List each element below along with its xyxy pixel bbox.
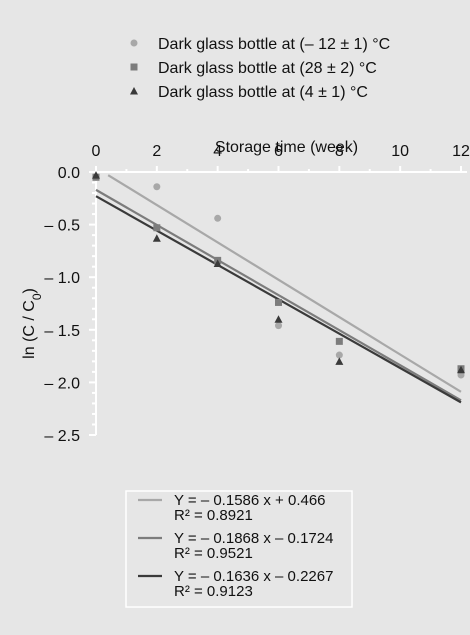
x-tick-label: 12 [452,143,470,160]
data-point-s3 [152,234,161,242]
fit-r2-2: R² = 0.9521 [174,545,253,562]
y-tick-label: – 2.5 [44,428,80,445]
fit-line-1 [107,174,462,393]
x-tick-label: 2 [152,143,161,160]
data-point-s3 [92,171,100,179]
x-axis: 0 2 4 6 8 10 12 [92,143,470,173]
fit-equation-2: Y = – 0.1868 x – 0.1724 [174,530,333,547]
data-point-s1 [457,371,465,379]
x-tick-label: 4 [213,143,222,160]
legend-label-3: Dark glass bottle at (4 ± 1) °C [158,84,368,101]
data-point-s3 [213,259,222,268]
x-axis-label: Storage time (week) [215,139,358,156]
legend-label-1: Dark glass bottle at (– 12 ± 1) °C [158,36,390,53]
data-points [92,171,465,379]
data-point-s3 [335,357,344,365]
y-axis-label: ln (C / C0) [21,288,44,359]
legend-marker-1 [130,39,138,47]
data-point-s2 [153,224,161,232]
x-tick-label: 10 [391,143,409,160]
legend-marker-2 [130,63,138,71]
data-point-s3 [457,365,465,374]
legend-marker-3 [130,87,138,95]
data-point-s1 [275,322,282,330]
y-tick-label: – 0.5 [44,218,80,235]
data-point-s3 [274,315,283,323]
fit-r2-1: R² = 0.8921 [174,507,253,524]
fit-equation-1: Y = – 0.1586 x + 0.466 [174,492,326,509]
data-point-s1 [153,183,161,191]
series-legend: Dark glass bottle at (– 12 ± 1) °C Dark g… [130,36,390,101]
x-tick-label: 8 [335,143,344,160]
legend-label-2: Dark glass bottle at (28 ± 2) °C [158,60,377,77]
y-axis: 0.0 – 0.5 – 1.0 – 1.5 – 2.0 – 2.5 [44,165,97,445]
data-point-s1 [214,214,222,222]
fit-r2-3: R² = 0.9123 [174,583,253,600]
x-tick-label: 6 [274,143,283,160]
y-tick-label: – 1.0 [44,270,80,287]
x-tick-label: 0 [92,143,101,160]
data-point-s2 [275,298,282,306]
fit-line-2 [95,188,462,402]
y-tick-label: – 1.5 [44,323,80,340]
y-tick-label: 0.0 [58,165,80,182]
y-tick-label: – 2.0 [44,375,80,392]
data-point-s2 [335,337,343,345]
fit-lines [95,174,462,404]
fit-equation-3: Y = – 0.1636 x – 0.2267 [174,568,333,585]
data-point-s1 [335,351,343,359]
fit-legend-box [125,490,353,608]
